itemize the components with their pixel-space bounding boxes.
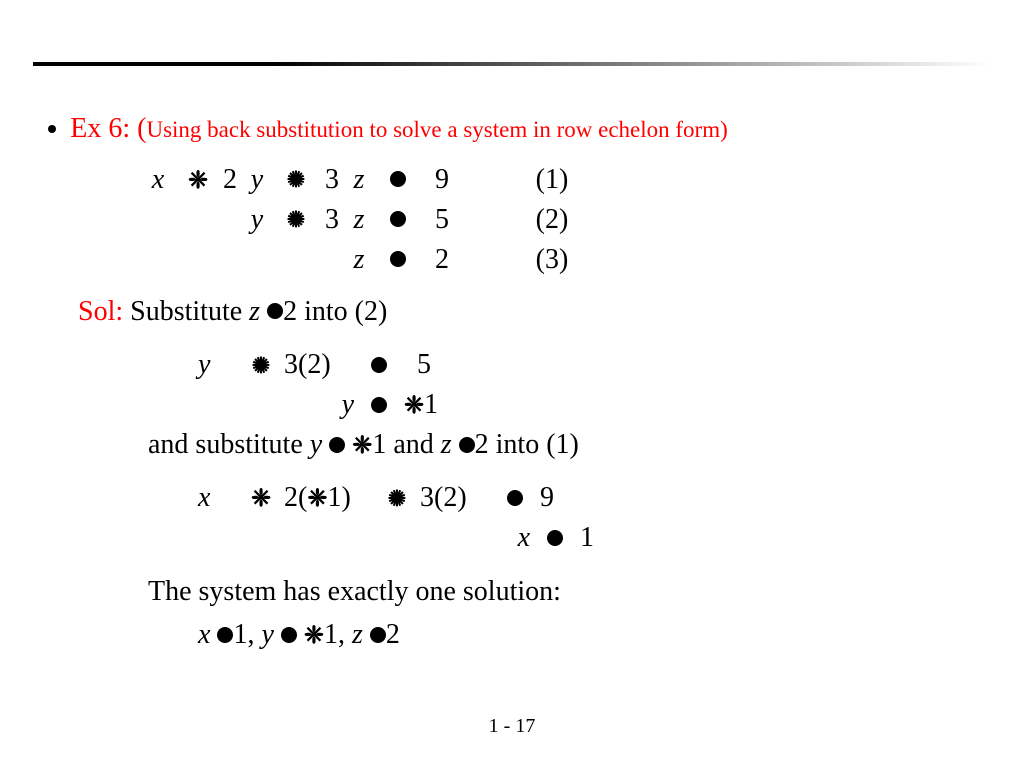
sym-cell: ❈	[178, 164, 218, 196]
coef: 2	[218, 164, 242, 196]
sym-cell	[354, 389, 404, 421]
ribbon-icon: ❈	[404, 391, 424, 420]
dot-icon	[390, 171, 406, 187]
text: 2 into (2)	[283, 296, 387, 327]
expr: 3(2)	[420, 482, 490, 514]
example-label: Ex 6: (	[70, 113, 146, 144]
coef: 3	[320, 164, 344, 196]
sym-cell	[530, 522, 580, 554]
var-z: z	[249, 296, 260, 327]
equation-row: y ✺ 3 z 5 (2)	[138, 200, 978, 240]
ribbon-icon: ❈	[251, 484, 271, 513]
ribbon-icon: ❈	[304, 619, 324, 653]
title-line: Ex 6: (Using back substitution to solve …	[48, 110, 978, 148]
slide: Ex 6: (Using back substitution to solve …	[0, 0, 1024, 768]
dot-icon	[371, 357, 387, 373]
text: 2 into (1)	[475, 429, 579, 460]
sym-cell: ✺	[374, 482, 420, 514]
var-y: y	[310, 429, 322, 460]
step-row: x ❈ 2(❈1) ✺ 3(2) 9	[198, 478, 978, 518]
sym-cell: ❈	[238, 482, 284, 514]
solution-line-1: Sol: Substitute z 2 into (2)	[78, 292, 978, 331]
eq-label: (1)	[462, 164, 592, 196]
var-x: x	[490, 522, 530, 554]
var-x: x	[198, 482, 238, 514]
var-z: z	[344, 164, 374, 196]
sym-cell	[374, 204, 422, 236]
sol-label: Sol:	[78, 296, 123, 327]
dot-icon	[370, 627, 386, 643]
rhs: ❈1	[404, 389, 454, 421]
var-x: x	[138, 164, 178, 196]
sym-cell	[490, 482, 540, 514]
text: and substitute	[148, 429, 310, 460]
rhs: 9	[540, 482, 580, 514]
dot-icon	[390, 211, 406, 227]
var-z: z	[344, 204, 374, 236]
system-equations: x ❈ 2 y ✺ 3 z 9 (1) y ✺ 3 z 5	[138, 160, 978, 280]
rhs: 5	[404, 349, 444, 381]
solution-line-2: and substitute y ❈1 and z 2 into (1)	[148, 425, 978, 464]
rhs: 5	[422, 204, 462, 236]
step-row: x 1	[198, 518, 978, 558]
step-row: y ❈1	[198, 385, 978, 425]
bullet-icon	[48, 125, 56, 133]
text: Substitute	[123, 296, 249, 327]
dot-icon	[371, 397, 387, 413]
conclusion-line: The system has exactly one solution:	[148, 572, 978, 611]
rhs: 9	[422, 164, 462, 196]
example-subtitle: Using back substitution to solve a syste…	[146, 117, 727, 142]
burst-icon: ✺	[252, 353, 270, 379]
var-y: y	[261, 619, 273, 650]
var-z: z	[344, 244, 374, 276]
sym-cell	[354, 349, 404, 381]
sym-cell: ✺	[272, 164, 320, 196]
dot-icon	[547, 530, 563, 546]
sym-cell	[374, 164, 422, 196]
sym-cell: ✺	[238, 349, 284, 381]
coef: 3	[320, 204, 344, 236]
sym-cell	[374, 244, 422, 276]
step-2: x ❈ 2(❈1) ✺ 3(2) 9 x 1	[198, 478, 978, 558]
dot-icon	[267, 303, 283, 319]
dot-icon	[217, 627, 233, 643]
ribbon-icon: ❈	[352, 429, 372, 463]
page-number: 1 - 17	[0, 715, 1024, 738]
var-x: x	[198, 619, 210, 650]
var-y: y	[242, 164, 272, 196]
content-area: Ex 6: (Using back substitution to solve …	[48, 110, 978, 655]
equation-row: z 2 (3)	[138, 240, 978, 280]
ribbon-icon: ❈	[307, 484, 327, 513]
burst-icon: ✺	[287, 207, 305, 233]
var-y: y	[242, 204, 272, 236]
sym-cell: ✺	[272, 204, 320, 236]
expr: 2(❈1)	[284, 482, 374, 514]
divider-gradient	[33, 62, 991, 66]
burst-icon: ✺	[388, 486, 406, 512]
var-z: z	[441, 429, 452, 460]
eq-label: (2)	[462, 204, 592, 236]
text: 1 and	[372, 429, 440, 460]
step-row: y ✺ 3(2) 5	[198, 345, 978, 385]
var-y: y	[314, 389, 354, 421]
expr: 3(2)	[284, 349, 354, 381]
equation-row: x ❈ 2 y ✺ 3 z 9 (1)	[138, 160, 978, 200]
rhs: 1	[580, 522, 620, 554]
dot-icon	[281, 627, 297, 643]
dot-icon	[507, 490, 523, 506]
dot-icon	[390, 251, 406, 267]
rhs: 2	[422, 244, 462, 276]
ribbon-icon: ❈	[188, 166, 208, 195]
burst-icon: ✺	[287, 167, 305, 193]
step-1: y ✺ 3(2) 5 y ❈1	[198, 345, 978, 425]
dot-icon	[329, 437, 345, 453]
eq-label: (3)	[462, 244, 592, 276]
var-y: y	[198, 349, 238, 381]
var-z: z	[352, 619, 363, 650]
solution-values: x 1, y ❈1, z 2	[198, 615, 978, 654]
dot-icon	[459, 437, 475, 453]
